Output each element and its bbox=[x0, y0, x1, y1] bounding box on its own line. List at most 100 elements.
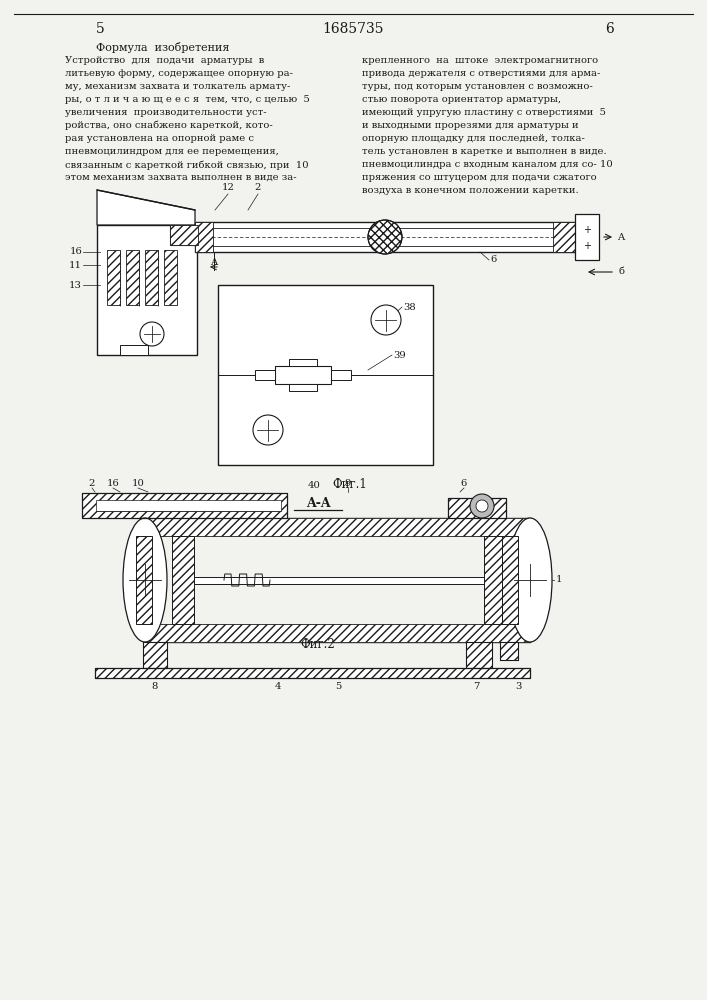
Bar bbox=[96, 500, 281, 511]
Bar bbox=[275, 366, 331, 384]
Text: 10: 10 bbox=[132, 479, 144, 488]
Ellipse shape bbox=[123, 518, 167, 642]
Bar bbox=[97, 225, 197, 355]
Text: и выходными прорезями для арматуры и: и выходными прорезями для арматуры и bbox=[362, 121, 578, 130]
Bar bbox=[170, 225, 198, 245]
Bar bbox=[500, 642, 518, 660]
Text: 39: 39 bbox=[393, 351, 406, 360]
Bar bbox=[143, 642, 167, 668]
Bar bbox=[484, 536, 502, 624]
Bar bbox=[126, 250, 139, 305]
Text: опорную площадку для последней, толка-: опорную площадку для последней, толка- bbox=[362, 134, 585, 143]
Text: рая установлена на опорной раме с: рая установлена на опорной раме с bbox=[65, 134, 254, 143]
Bar bbox=[120, 345, 148, 355]
Text: литьевую форму, содержащее опорную ра-: литьевую форму, содержащее опорную ра- bbox=[65, 69, 293, 78]
Text: пряжения со штуцером для подачи сжатого: пряжения со штуцером для подачи сжатого bbox=[362, 173, 597, 182]
Text: Устройство  для  подачи  арматуры  в: Устройство для подачи арматуры в bbox=[65, 56, 264, 65]
Bar bbox=[145, 518, 530, 536]
Text: воздуха в конечном положении каретки.: воздуха в конечном положении каретки. bbox=[362, 186, 578, 195]
Bar bbox=[289, 384, 317, 391]
Bar bbox=[82, 493, 287, 518]
Bar bbox=[170, 225, 198, 245]
Text: Фиг.1: Фиг.1 bbox=[332, 478, 368, 491]
Text: ройства, оно снабжено кареткой, кото-: ройства, оно снабжено кареткой, кото- bbox=[65, 121, 273, 130]
Circle shape bbox=[371, 305, 401, 335]
Text: 6: 6 bbox=[490, 255, 496, 264]
Text: связанным с кареткой гибкой связью, при  10: связанным с кареткой гибкой связью, при … bbox=[65, 160, 309, 169]
Circle shape bbox=[368, 220, 402, 254]
Text: б: б bbox=[619, 267, 625, 276]
Text: A: A bbox=[211, 258, 218, 267]
Text: +: + bbox=[583, 225, 591, 235]
Ellipse shape bbox=[508, 518, 552, 642]
Bar bbox=[194, 576, 500, 584]
Text: му, механизм захвата и толкатель армату-: му, механизм захвата и толкатель армату- bbox=[65, 82, 291, 91]
Text: 1: 1 bbox=[556, 576, 563, 584]
Text: A-A: A-A bbox=[305, 497, 330, 510]
Bar bbox=[136, 536, 152, 624]
Text: туры, под которым установлен с возможно-: туры, под которым установлен с возможно- bbox=[362, 82, 592, 91]
Text: 9: 9 bbox=[345, 479, 351, 488]
Text: 3: 3 bbox=[515, 682, 521, 691]
Text: 6: 6 bbox=[461, 479, 467, 488]
Text: 7: 7 bbox=[473, 682, 479, 691]
Bar bbox=[143, 642, 167, 668]
Text: +: + bbox=[583, 241, 591, 251]
Text: имеющий упругую пластину с отверстиями  5: имеющий упругую пластину с отверстиями 5 bbox=[362, 108, 606, 117]
Text: 11: 11 bbox=[69, 260, 82, 269]
Text: увеличения  производительности уст-: увеличения производительности уст- bbox=[65, 108, 267, 117]
Text: 4: 4 bbox=[275, 682, 281, 691]
Bar bbox=[255, 370, 275, 380]
Text: 8: 8 bbox=[152, 682, 158, 691]
Bar bbox=[172, 536, 194, 624]
Text: 16: 16 bbox=[107, 479, 119, 488]
Text: 2: 2 bbox=[89, 479, 95, 488]
Text: Формула  изобретения: Формула изобретения bbox=[96, 42, 230, 53]
Text: 40: 40 bbox=[308, 481, 320, 490]
Circle shape bbox=[140, 322, 164, 346]
Bar bbox=[502, 536, 518, 624]
Text: стью поворота ориентатор арматуры,: стью поворота ориентатор арматуры, bbox=[362, 95, 561, 104]
Text: привода держателя с отверстиями для арма-: привода держателя с отверстиями для арма… bbox=[362, 69, 600, 78]
Circle shape bbox=[253, 415, 283, 445]
Bar bbox=[164, 250, 177, 305]
Text: A: A bbox=[617, 232, 624, 241]
Text: ры, о т л и ч а ю щ е е с я  тем, что, с целью  5: ры, о т л и ч а ю щ е е с я тем, что, с … bbox=[65, 95, 310, 104]
Text: 13: 13 bbox=[69, 280, 82, 290]
Bar bbox=[466, 642, 492, 668]
Bar bbox=[145, 624, 530, 642]
Text: этом механизм захвата выполнен в виде за-: этом механизм захвата выполнен в виде за… bbox=[65, 173, 297, 182]
Text: 2: 2 bbox=[255, 183, 261, 192]
Bar bbox=[95, 668, 530, 678]
Text: пневмоцилиндра с входным каналом для со- 10: пневмоцилиндра с входным каналом для со-… bbox=[362, 160, 613, 169]
Bar bbox=[82, 493, 287, 518]
Bar bbox=[195, 222, 213, 252]
Polygon shape bbox=[97, 190, 195, 225]
Bar bbox=[107, 250, 120, 305]
Bar bbox=[289, 359, 317, 366]
Bar bbox=[553, 222, 575, 252]
Bar bbox=[575, 214, 599, 260]
Text: 6: 6 bbox=[606, 22, 614, 36]
Text: Фиг.2: Фиг.2 bbox=[300, 638, 335, 651]
Bar bbox=[145, 250, 158, 305]
Bar bbox=[448, 498, 506, 518]
Bar bbox=[500, 642, 518, 660]
Bar bbox=[448, 498, 506, 518]
Bar bbox=[95, 668, 530, 678]
Circle shape bbox=[476, 500, 488, 512]
Bar bbox=[466, 642, 492, 668]
Text: пневмоцилиндром для ее перемещения,: пневмоцилиндром для ее перемещения, bbox=[65, 147, 279, 156]
Text: тель установлен в каретке и выполнен в виде.: тель установлен в каретке и выполнен в в… bbox=[362, 147, 607, 156]
Text: 12: 12 bbox=[221, 183, 235, 192]
Text: 16: 16 bbox=[69, 247, 82, 256]
Bar bbox=[218, 285, 433, 465]
Circle shape bbox=[470, 494, 494, 518]
Bar bbox=[331, 370, 351, 380]
Bar bbox=[195, 222, 575, 252]
Text: 5: 5 bbox=[95, 22, 105, 36]
Text: 38: 38 bbox=[403, 302, 416, 312]
Text: 5: 5 bbox=[335, 682, 341, 691]
Text: 1685735: 1685735 bbox=[322, 22, 384, 36]
Text: крепленного  на  штоке  электромагнитного: крепленного на штоке электромагнитного bbox=[362, 56, 598, 65]
